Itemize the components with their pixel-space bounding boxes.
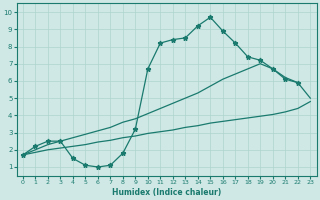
X-axis label: Humidex (Indice chaleur): Humidex (Indice chaleur) (112, 188, 221, 197)
